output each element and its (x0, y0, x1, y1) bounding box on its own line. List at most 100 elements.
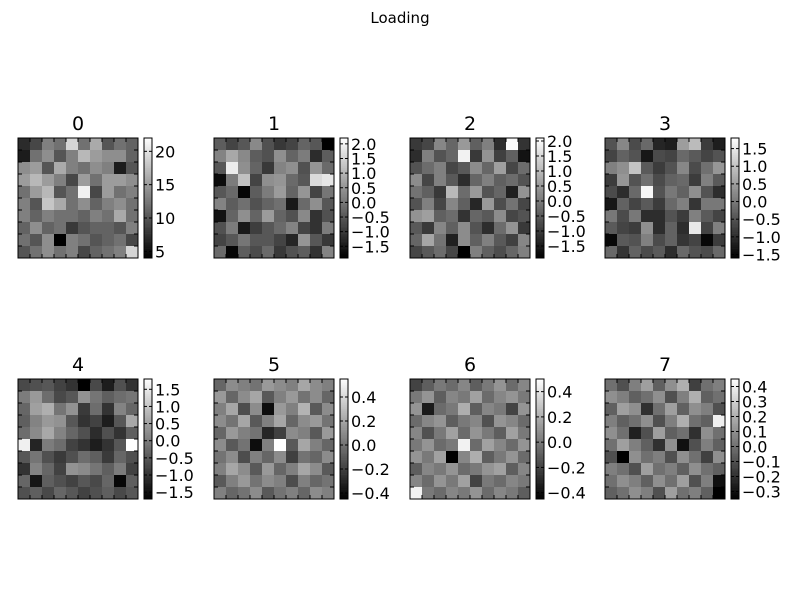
colorbar-segment (731, 235, 739, 238)
colorbar-segment (731, 196, 739, 199)
colorbar-segment (144, 196, 152, 199)
heatmap-cell (226, 162, 239, 175)
heatmap-cell (641, 415, 654, 428)
colorbar-segment (340, 452, 348, 455)
heatmap-cell (250, 234, 263, 247)
heatmap-cell (689, 451, 702, 464)
colorbar-segment (340, 395, 348, 399)
colorbar-tick-label: −1.5 (155, 483, 194, 502)
colorbar-segment (340, 440, 348, 444)
colorbar-segment (144, 207, 152, 210)
colorbar-segment (340, 220, 348, 223)
colorbar-segment (340, 420, 348, 423)
heatmap-cell (653, 234, 666, 247)
heatmap-cell (78, 234, 91, 247)
heatmap-cell (653, 222, 666, 235)
colorbar-segment (536, 380, 544, 384)
heatmap-cell (506, 198, 519, 211)
colorbar-segment (731, 158, 739, 161)
heatmap-cell (298, 162, 311, 175)
colorbar-segment (340, 476, 348, 479)
heatmap-cell (126, 150, 139, 163)
heatmap-cell (470, 415, 483, 428)
heatmap-cell (629, 391, 642, 404)
heatmap-cell (66, 234, 79, 247)
heatmap-cell (629, 415, 642, 428)
heatmap-cell (322, 391, 335, 404)
heatmap-cell (470, 150, 483, 163)
heatmap-cell (54, 379, 67, 392)
heatmap-cell (629, 475, 642, 488)
heatmap-cell (78, 246, 91, 259)
colorbar-segment (340, 390, 348, 393)
heatmap-cell (410, 210, 423, 223)
colorbar-tick-label: −1.5 (742, 245, 781, 264)
colorbar-tick-label: 1.5 (547, 147, 572, 166)
heatmap-cell (677, 246, 690, 259)
colorbar-segment (731, 394, 739, 397)
colorbar-segment (536, 246, 544, 249)
heatmap-cell (482, 246, 495, 259)
colorbar-segment (144, 401, 152, 404)
heatmap-cell (250, 427, 263, 440)
colorbar-segment (144, 203, 152, 206)
colorbar-frame (730, 137, 740, 259)
colorbar-segment (731, 203, 739, 206)
colorbar-segment (731, 414, 739, 417)
heatmap-cell (446, 210, 459, 223)
heatmap-cell (434, 451, 447, 464)
colorbar-segment (144, 427, 152, 430)
heatmap-cell (677, 451, 690, 464)
heatmap-cell (446, 415, 459, 428)
heatmap-cell (482, 222, 495, 235)
heatmap-cell (629, 427, 642, 440)
heatmap-cell (262, 138, 275, 151)
heatmap-cell (617, 403, 630, 416)
colorbar-segment (536, 442, 544, 445)
heatmap-cell (665, 451, 678, 464)
colorbar-frame (535, 378, 545, 500)
heatmap-cell (274, 403, 287, 416)
colorbar-segment (340, 459, 348, 462)
heatmap-cell (689, 379, 702, 392)
heatmap-cell (126, 487, 139, 500)
colorbar-segment (144, 429, 152, 432)
colorbar-segment (144, 433, 152, 436)
colorbar-segment (340, 401, 348, 404)
colorbar-segment (144, 141, 152, 144)
heatmap-cell (665, 475, 678, 488)
colorbar-tick-label: −1.0 (155, 466, 194, 485)
colorbar-segment (536, 145, 544, 148)
colorbar-segment (536, 401, 544, 404)
colorbar-segment (731, 184, 739, 188)
heatmap-cell (238, 475, 251, 488)
heatmap-cell (322, 210, 335, 223)
heatmap-cell (214, 451, 227, 464)
heatmap-cell (617, 186, 630, 199)
heatmap-cell (250, 186, 263, 199)
heatmap-cell (286, 198, 299, 211)
heatmap-cell (518, 234, 531, 247)
colorbar-segment (144, 463, 152, 466)
heatmap-cell (458, 379, 471, 392)
colorbar-segment (340, 183, 348, 186)
colorbar-tick-label: −0.2 (351, 460, 390, 479)
colorbar-segment (144, 409, 152, 412)
heatmap-cell (605, 379, 618, 392)
colorbar-segment (536, 228, 544, 231)
heatmap-cell (90, 463, 103, 476)
heatmap-cell (422, 487, 435, 500)
heatmap-cell (470, 427, 483, 440)
heatmap-cell (322, 138, 335, 151)
colorbar-segment (731, 239, 739, 242)
heatmap-cell (54, 150, 67, 163)
colorbar-tick-label: 0.2 (742, 408, 767, 427)
heatmap-cell (66, 475, 79, 488)
heatmap-cell (114, 427, 127, 440)
heatmap-cell (410, 475, 423, 488)
heatmap-cell (78, 415, 91, 428)
colorbar-segment (144, 177, 152, 180)
heatmap-cell (605, 427, 618, 440)
heatmap-cell (114, 234, 127, 247)
colorbar-segment (144, 190, 152, 193)
